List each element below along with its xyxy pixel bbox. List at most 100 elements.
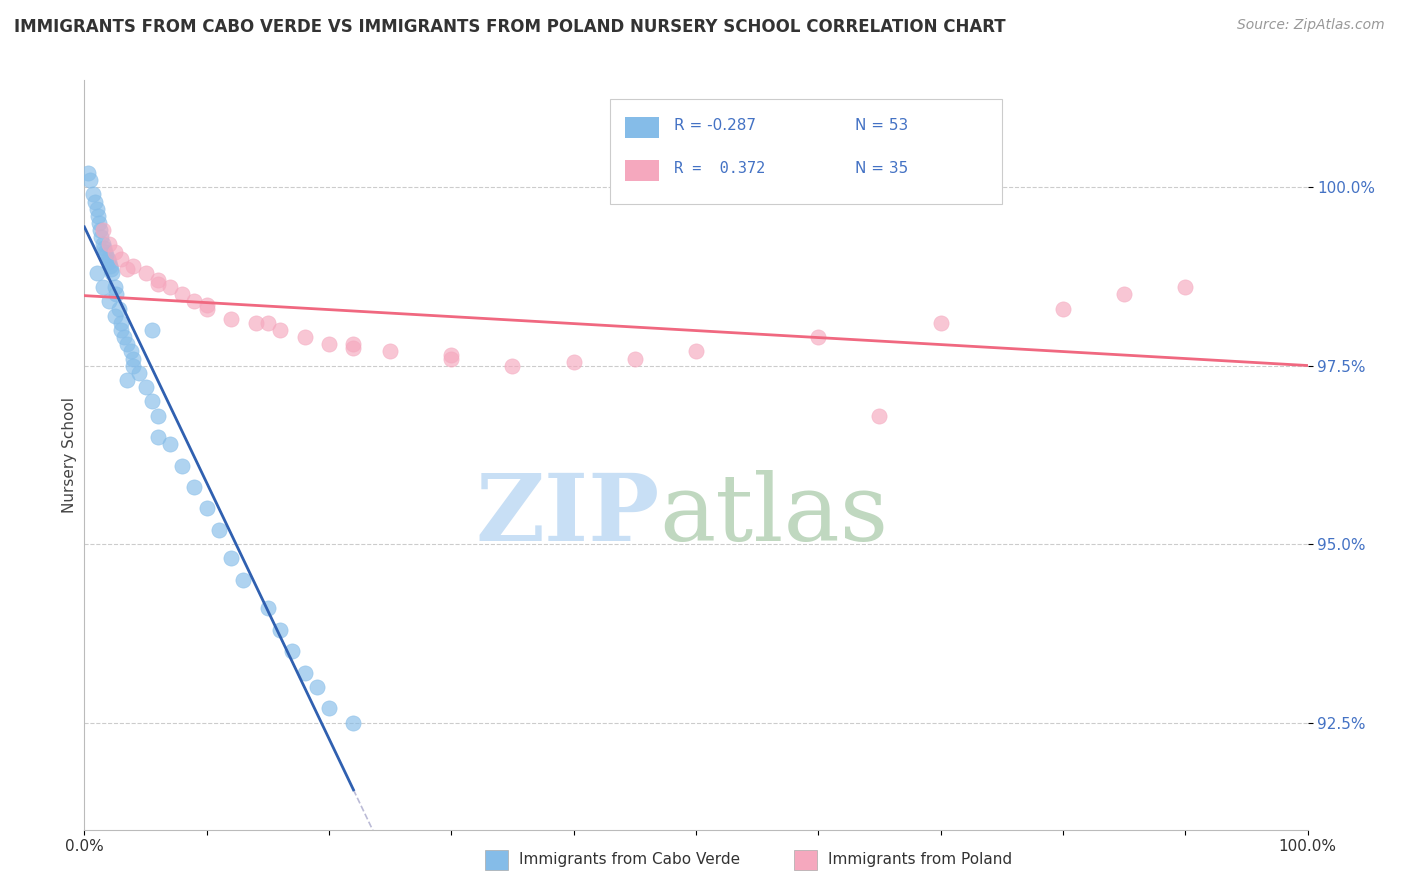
Point [97, 255, 120, 269]
Point [269, 323, 291, 337]
Point [208, 523, 231, 537]
Point [97, 237, 120, 252]
Point [104, 244, 127, 259]
Point [269, 623, 291, 637]
Point [77, 166, 100, 180]
Point [94, 244, 117, 259]
FancyBboxPatch shape [626, 160, 659, 181]
Point [195, 501, 218, 516]
Point [380, 344, 402, 359]
Point [562, 355, 585, 369]
Point [96, 248, 118, 262]
Text: Immigrants from Cabo Verde: Immigrants from Cabo Verde [519, 853, 740, 867]
Point [104, 280, 127, 294]
Point [159, 437, 181, 451]
Point [195, 301, 218, 316]
Point [281, 644, 304, 658]
Point [305, 680, 328, 694]
Text: atlas: atlas [659, 470, 889, 560]
Point [1174, 280, 1197, 294]
Point [172, 458, 194, 473]
Point [502, 359, 524, 373]
Point [929, 316, 952, 330]
Point [159, 280, 181, 294]
Point [84, 194, 107, 209]
Point [183, 294, 205, 309]
Point [120, 344, 142, 359]
Point [86, 266, 108, 280]
Point [98, 259, 121, 273]
Point [90, 230, 112, 244]
Point [232, 573, 254, 587]
Point [135, 266, 157, 280]
Point [91, 237, 114, 252]
Point [146, 409, 169, 423]
Text: N = 35: N = 35 [855, 161, 908, 177]
Point [342, 341, 364, 355]
Text: R =  0.372: R = 0.372 [673, 161, 765, 177]
Point [318, 337, 340, 351]
Point [624, 351, 647, 366]
Point [219, 312, 242, 326]
Point [110, 323, 132, 337]
Point [807, 330, 830, 344]
Point [869, 409, 891, 423]
Point [89, 223, 111, 237]
Point [440, 348, 463, 362]
Y-axis label: Nursery School: Nursery School [62, 397, 77, 513]
Point [172, 287, 194, 301]
Point [195, 298, 218, 312]
Point [146, 273, 169, 287]
Point [146, 430, 169, 444]
Point [87, 216, 110, 230]
Text: Source: ZipAtlas.com: Source: ZipAtlas.com [1237, 18, 1385, 32]
Point [122, 359, 145, 373]
Point [107, 301, 129, 316]
Point [440, 351, 463, 366]
Text: IMMIGRANTS FROM CABO VERDE VS IMMIGRANTS FROM POLAND NURSERY SCHOOL CORRELATION : IMMIGRANTS FROM CABO VERDE VS IMMIGRANTS… [14, 18, 1005, 36]
Point [112, 330, 135, 344]
Point [146, 277, 169, 291]
Point [100, 262, 122, 277]
Text: Immigrants from Poland: Immigrants from Poland [828, 853, 1012, 867]
Point [342, 715, 364, 730]
Point [183, 480, 205, 494]
Point [1114, 287, 1136, 301]
Point [219, 551, 242, 566]
Point [257, 316, 280, 330]
Point [135, 380, 157, 394]
Point [115, 373, 138, 387]
Point [141, 394, 163, 409]
Point [294, 665, 316, 680]
Point [122, 351, 145, 366]
Point [685, 344, 707, 359]
Text: ZIP: ZIP [475, 470, 659, 560]
Point [257, 601, 280, 615]
Point [110, 252, 132, 266]
Point [110, 316, 132, 330]
Point [97, 294, 120, 309]
Point [105, 287, 128, 301]
Point [115, 337, 138, 351]
Point [87, 209, 110, 223]
Point [294, 330, 316, 344]
Point [122, 259, 145, 273]
Point [115, 262, 138, 277]
Point [128, 366, 150, 380]
Point [342, 337, 364, 351]
Point [245, 316, 267, 330]
Point [318, 701, 340, 715]
Text: R = -0.287: R = -0.287 [673, 119, 756, 134]
Point [91, 280, 114, 294]
Text: N = 53: N = 53 [855, 119, 908, 134]
Point [141, 323, 163, 337]
FancyBboxPatch shape [610, 99, 1002, 204]
FancyBboxPatch shape [626, 117, 659, 138]
Point [91, 223, 114, 237]
Point [104, 309, 127, 323]
Point [86, 202, 108, 216]
Point [93, 241, 115, 255]
Point [97, 252, 120, 266]
Point [101, 266, 124, 280]
Point [79, 173, 101, 187]
